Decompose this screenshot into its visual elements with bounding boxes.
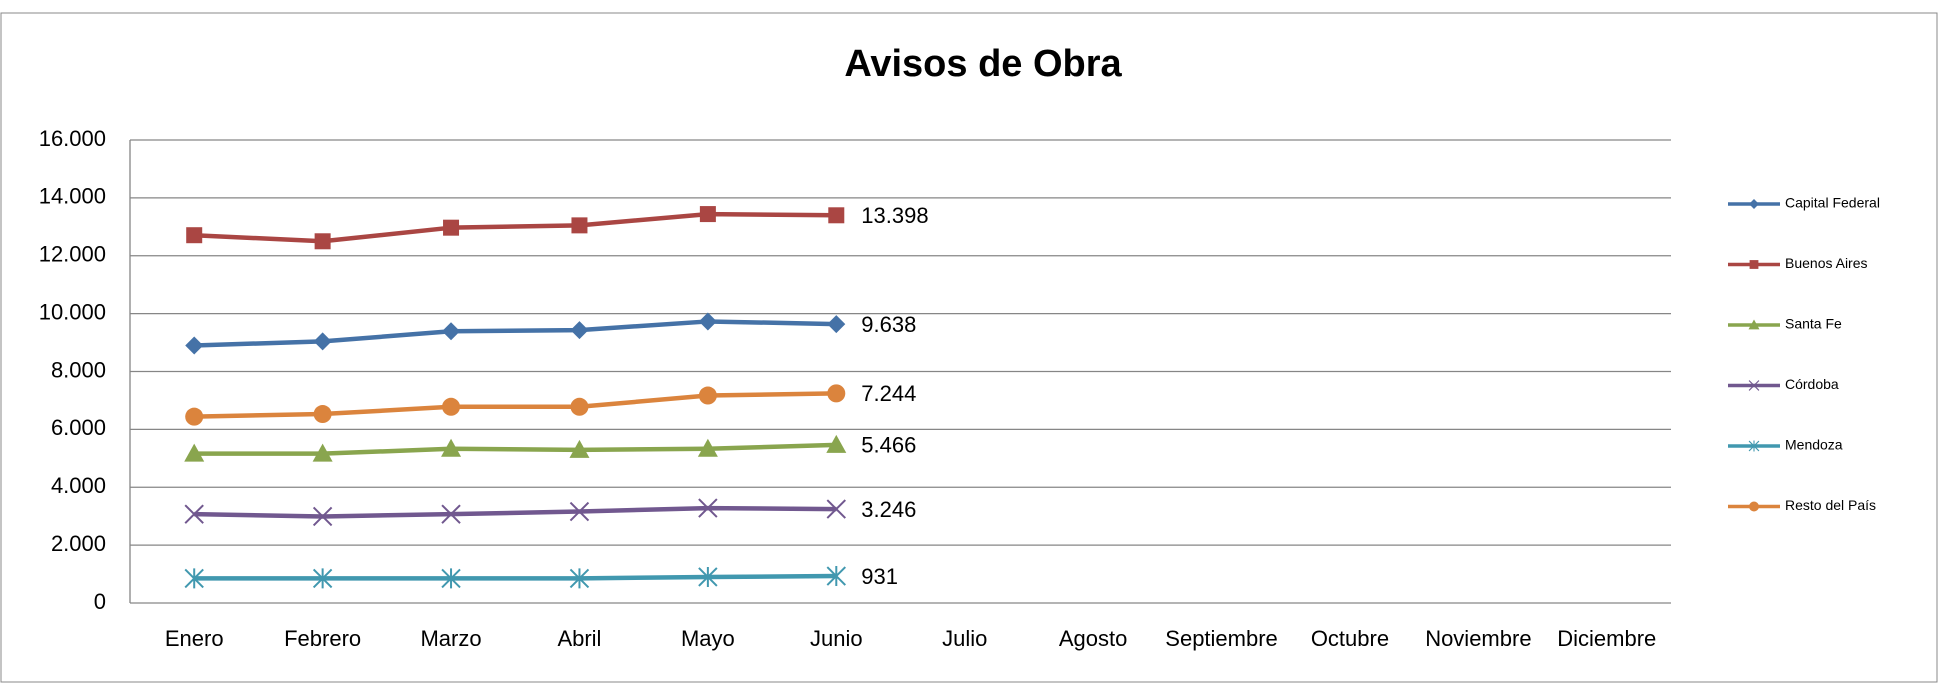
series-line (194, 505, 837, 519)
marker (570, 321, 589, 340)
marker (186, 227, 203, 244)
marker (1749, 501, 1759, 512)
data-label: 9.638 (861, 312, 916, 337)
marker (699, 206, 716, 223)
marker (184, 504, 204, 524)
marker (570, 397, 589, 416)
marker (698, 566, 718, 587)
y-tick-label: 2.000 (51, 531, 106, 556)
x-tick-label: Marzo (420, 626, 481, 651)
x-tick-label: Junio (810, 626, 863, 651)
marker (698, 498, 718, 518)
x-tick-label: Noviembre (1425, 626, 1531, 651)
marker (828, 207, 845, 224)
legend-label: Córdoba (1785, 376, 1839, 392)
x-tick-label: Septiembre (1165, 626, 1278, 651)
marker (442, 397, 461, 416)
x-tick-label: Mayo (681, 626, 735, 651)
y-tick-label: 16.000 (39, 126, 106, 151)
marker (441, 504, 461, 524)
marker (1748, 380, 1760, 391)
marker (313, 332, 332, 351)
x-tick-label: Enero (165, 626, 224, 651)
marker (443, 219, 460, 236)
x-tick-label: Diciembre (1557, 626, 1656, 651)
marker (312, 568, 333, 589)
marker (314, 233, 331, 250)
marker (313, 405, 332, 424)
marker (185, 336, 204, 355)
y-tick-label: 14.000 (39, 184, 106, 209)
marker (827, 384, 846, 403)
data-label: 931 (861, 564, 898, 589)
chart-frame (0, 12, 1938, 683)
marker (826, 499, 846, 519)
data-label: 3.246 (861, 497, 916, 522)
marker (1748, 319, 1760, 330)
marker (312, 506, 333, 527)
legend-label: Santa Fe (1785, 316, 1842, 332)
marker (827, 315, 846, 334)
x-tick-label: Abril (557, 626, 601, 651)
marker (441, 438, 462, 457)
series-line (194, 211, 837, 244)
series-line (194, 319, 837, 348)
marker (442, 322, 461, 341)
series-line (194, 442, 837, 456)
legend-label: Buenos Aires (1785, 255, 1868, 271)
marker (826, 434, 847, 453)
series-line (194, 573, 837, 581)
data-label: 13.398 (861, 203, 928, 228)
marker (185, 407, 204, 426)
chart-title: Avisos de Obra (844, 43, 1122, 85)
y-tick-label: 12.000 (39, 242, 106, 267)
marker (1748, 440, 1760, 452)
data-label: 7.244 (861, 381, 916, 406)
legend-label: Resto del País (1785, 497, 1876, 513)
y-tick-label: 10.000 (39, 299, 106, 324)
data-label: 5.466 (861, 433, 916, 458)
marker (698, 312, 717, 331)
series-line (194, 391, 837, 419)
marker (569, 439, 590, 458)
legend-label: Mendoza (1785, 437, 1843, 453)
marker (571, 217, 588, 234)
legend-label: Capital Federal (1785, 195, 1880, 211)
marker (312, 443, 333, 462)
marker (698, 386, 717, 405)
marker (1749, 260, 1759, 269)
x-tick-label: Julio (942, 626, 987, 651)
marker (184, 568, 204, 589)
marker (184, 443, 205, 462)
y-tick-label: 8.000 (51, 357, 106, 382)
marker (826, 566, 846, 587)
marker (1749, 199, 1759, 209)
x-tick-label: Agosto (1059, 626, 1128, 651)
x-tick-label: Febrero (284, 626, 361, 651)
marker (569, 568, 590, 589)
y-tick-label: 4.000 (51, 473, 106, 498)
marker (697, 438, 718, 457)
x-tick-label: Octubre (1311, 626, 1389, 651)
marker (569, 501, 590, 522)
y-tick-label: 0 (94, 589, 106, 614)
y-tick-label: 6.000 (51, 415, 106, 440)
marker (441, 568, 461, 589)
